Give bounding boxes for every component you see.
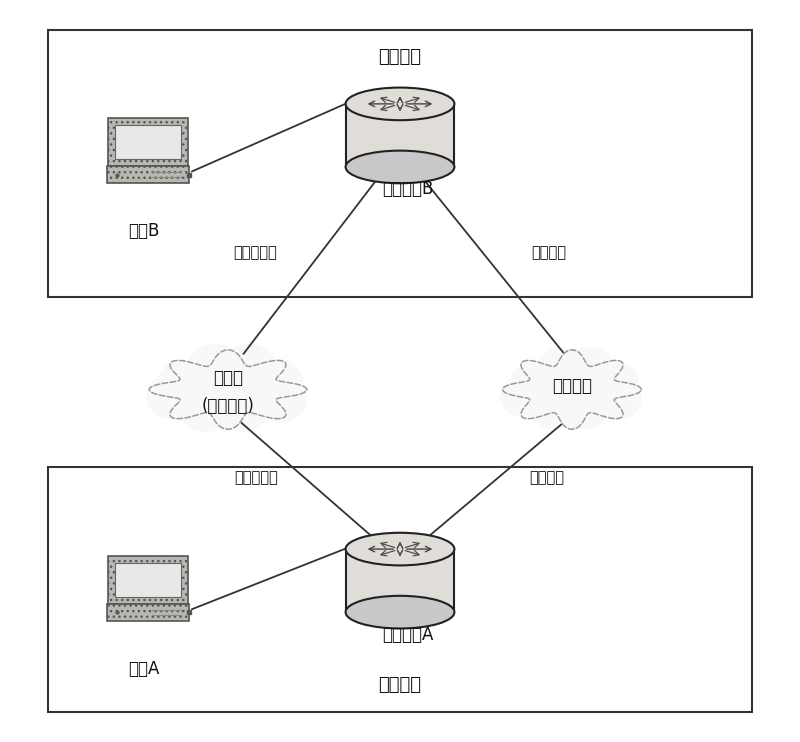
Circle shape <box>184 349 272 430</box>
Text: 路由设备B: 路由设备B <box>382 180 434 198</box>
Circle shape <box>510 363 558 407</box>
Text: 分支机构: 分支机构 <box>378 676 422 694</box>
FancyBboxPatch shape <box>107 556 189 604</box>
Circle shape <box>219 344 277 398</box>
Circle shape <box>157 360 212 410</box>
Circle shape <box>534 348 588 397</box>
Text: 路由设备A: 路由设备A <box>382 626 434 643</box>
Circle shape <box>500 377 542 416</box>
Text: 以太网接入: 以太网接入 <box>233 246 277 260</box>
Circle shape <box>529 387 574 430</box>
Text: 备份线路: 备份线路 <box>552 377 592 395</box>
Text: 以太网接入: 以太网接入 <box>234 470 278 485</box>
Text: 备份线路: 备份线路 <box>529 470 564 485</box>
FancyBboxPatch shape <box>106 166 190 183</box>
FancyBboxPatch shape <box>115 563 181 597</box>
Circle shape <box>146 374 194 418</box>
Text: 主机B: 主机B <box>128 222 160 240</box>
FancyBboxPatch shape <box>48 467 752 712</box>
Text: 备份线路: 备份线路 <box>531 246 566 260</box>
Circle shape <box>563 387 608 430</box>
Circle shape <box>565 347 615 394</box>
Ellipse shape <box>346 533 454 565</box>
Text: 主线路: 主线路 <box>213 370 243 387</box>
Ellipse shape <box>346 88 454 120</box>
Polygon shape <box>502 350 642 429</box>
Circle shape <box>598 380 642 419</box>
Text: 总部机构: 总部机构 <box>378 48 422 66</box>
Circle shape <box>594 361 638 404</box>
Text: (广播链路): (广播链路) <box>202 397 254 415</box>
Circle shape <box>252 359 304 407</box>
FancyBboxPatch shape <box>106 604 190 621</box>
Text: 主机A: 主机A <box>128 660 160 677</box>
FancyBboxPatch shape <box>115 125 181 160</box>
Circle shape <box>258 378 306 422</box>
Circle shape <box>179 384 230 432</box>
Circle shape <box>218 384 270 432</box>
Ellipse shape <box>346 596 454 628</box>
FancyBboxPatch shape <box>48 30 752 297</box>
Circle shape <box>185 344 246 401</box>
Polygon shape <box>346 549 454 612</box>
FancyBboxPatch shape <box>107 118 189 166</box>
Polygon shape <box>150 350 306 429</box>
Circle shape <box>534 354 610 425</box>
Polygon shape <box>346 104 454 167</box>
Ellipse shape <box>346 151 454 183</box>
